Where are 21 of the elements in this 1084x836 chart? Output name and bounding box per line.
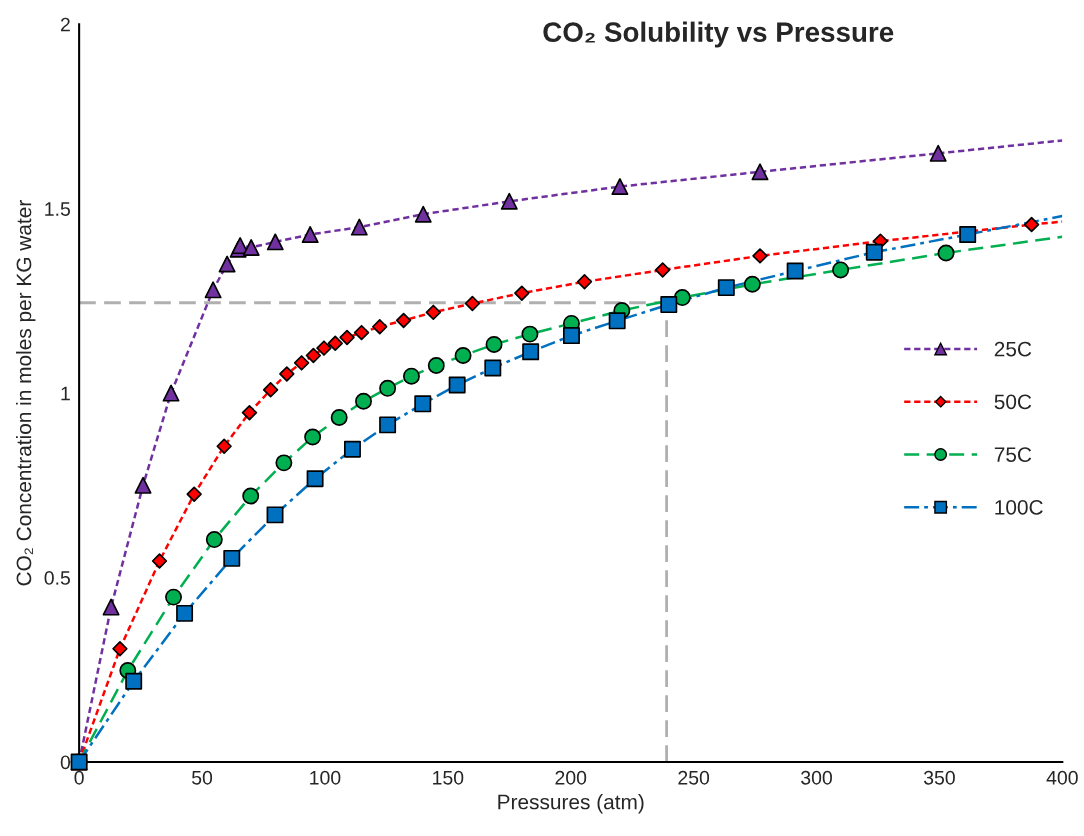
legend-label: 100C [995,499,1043,515]
x-axis-title: Pressures (atm) [498,794,644,814]
x-tick-label: 50 [192,770,213,785]
y-axis-title: CO₂ Concentration in moles per KG water [16,200,36,586]
x-tick-label: 250 [678,770,710,785]
x-tick-label: 150 [433,770,464,785]
x-tick-label: 300 [801,770,832,785]
y-tick-label: 1 [61,386,70,401]
x-tick-label: 0 [74,770,84,785]
legend-label: 75C [994,447,1032,462]
legend-label: 25C [994,341,1032,357]
x-tick-label: 200 [555,770,587,785]
y-tick-label: 2 [60,17,70,32]
y-tick-label: 0 [60,755,71,770]
chart-title: CO₂ Solubility vs Pressure [543,21,894,48]
y-tick-label: 1.5 [45,202,70,216]
x-tick-label: 400 [1046,770,1078,785]
legend-label: 50C [994,394,1032,410]
y-tick-label: 0.5 [44,571,70,585]
x-tick-label: 100 [310,770,341,785]
x-tick-label: 350 [923,770,955,785]
